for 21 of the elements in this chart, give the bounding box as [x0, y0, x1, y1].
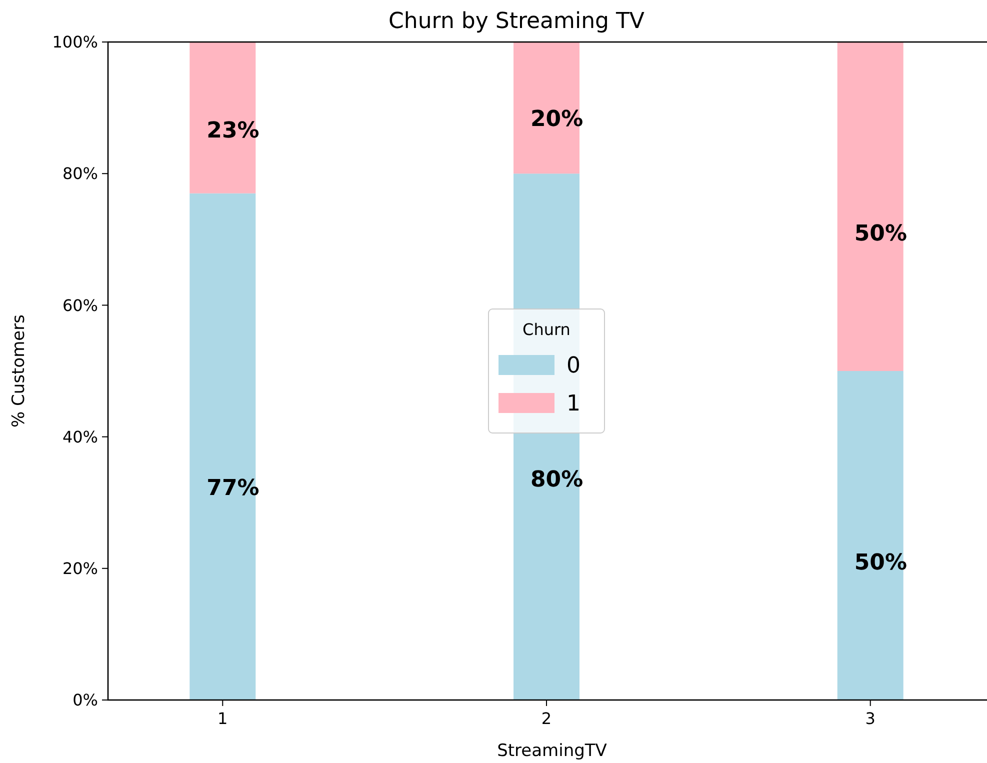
y-tick-label: 0% [72, 690, 98, 710]
data-label: 77% [206, 476, 260, 501]
x-axis-title: StreamingTV [497, 741, 608, 761]
y-tick-label: 20% [62, 559, 98, 578]
legend-title: Churn [522, 320, 570, 339]
y-tick-label: 60% [62, 296, 98, 315]
chart-title: Churn by Streaming TV [388, 9, 644, 34]
data-label: 50% [854, 222, 908, 247]
data-label: 23% [206, 118, 260, 144]
legend-label: 1 [566, 392, 580, 417]
y-tick-label: 100% [52, 32, 98, 52]
data-label: 20% [530, 107, 584, 132]
data-label: 50% [854, 550, 908, 576]
y-tick-label: 40% [62, 427, 98, 446]
y-tick-label: 80% [62, 164, 98, 184]
data-label: 80% [530, 468, 584, 493]
legend-label: 0 [566, 354, 580, 379]
x-tick-label: 3 [865, 709, 876, 728]
x-tick-label: 1 [218, 709, 228, 728]
y-axis-title: % Customers [9, 314, 29, 428]
x-tick-label: 2 [541, 709, 552, 728]
